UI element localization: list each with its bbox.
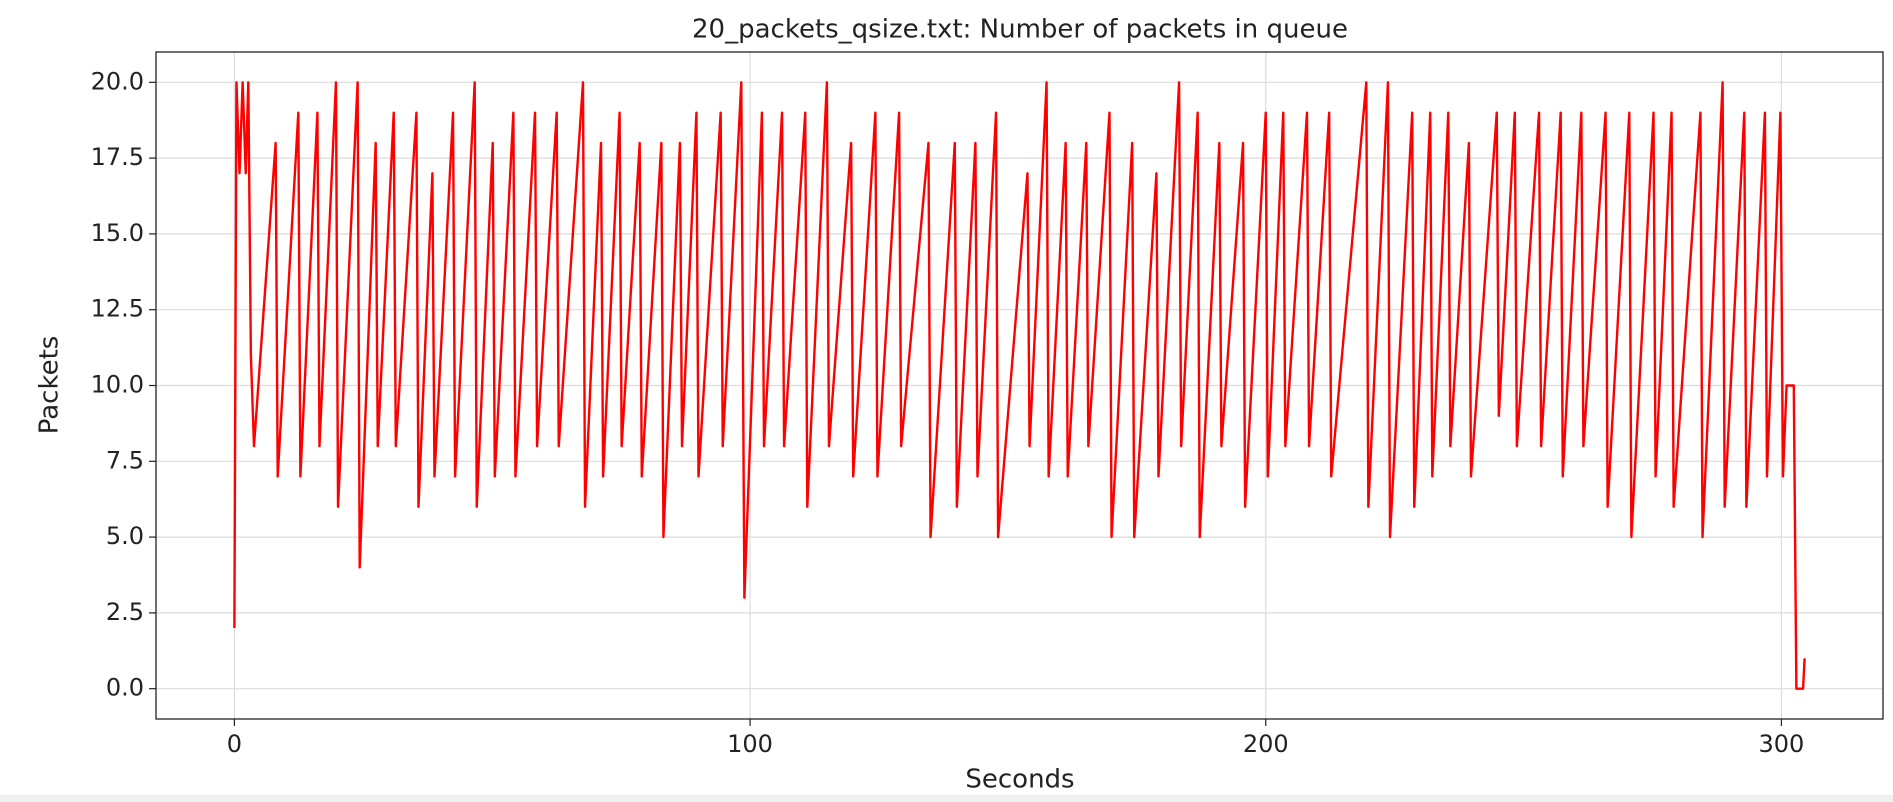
chart-title: 20_packets_qsize.txt: Number of packets …: [692, 15, 1348, 45]
y-tick-label: 10.0: [91, 371, 144, 399]
y-tick-label: 0.0: [106, 674, 144, 702]
y-axis-label: Packets: [35, 336, 65, 435]
plot-frame: [155, 51, 1884, 720]
x-tick-label: 200: [1243, 730, 1289, 758]
bottom-strip: [0, 795, 1893, 802]
y-tick-label: 20.0: [91, 67, 144, 95]
x-axis-label: Seconds: [965, 765, 1074, 795]
y-tick-label: 7.5: [106, 446, 144, 474]
y-tick-label: 17.5: [91, 143, 144, 171]
y-tick-label: 5.0: [106, 522, 144, 550]
x-tick-label: 100: [727, 730, 773, 758]
x-tick-label: 300: [1759, 730, 1805, 758]
y-tick-label: 15.0: [91, 219, 144, 247]
data-line: [233, 81, 1806, 690]
y-tick-label: 2.5: [106, 598, 144, 626]
x-tick-label: 0: [227, 730, 242, 758]
y-tick-label: 12.5: [91, 295, 144, 323]
